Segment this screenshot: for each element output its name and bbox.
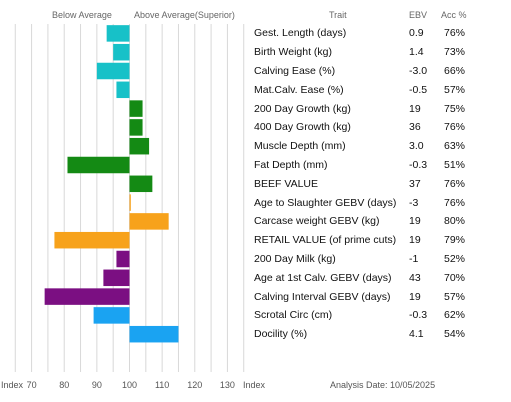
accuracy-value: 66% — [444, 65, 466, 77]
ebv-value: 0.9 — [409, 27, 424, 40]
trait-label: Age at 1st Calv. GEBV (days) — [254, 271, 392, 284]
trait-label: 200 Day Milk (kg) — [254, 253, 336, 265]
ebv-value: 19 — [409, 102, 421, 115]
accuracy-value: 80% — [444, 215, 466, 228]
trait-label: 200 Day Growth (kg) — [254, 102, 351, 115]
x-tick-label: 130 — [219, 380, 235, 390]
bar — [129, 137, 150, 155]
bar — [129, 119, 143, 136]
ebv-value: 36 — [409, 121, 421, 134]
x-tick-label: 120 — [187, 380, 203, 390]
ebv-value: -0.3 — [409, 159, 428, 171]
trait-label: Docility (%) — [254, 328, 308, 341]
x-tick-label: 70 — [26, 380, 37, 390]
accuracy-value: 76% — [444, 27, 466, 40]
bar-group — [44, 25, 179, 343]
accuracy-value: 79% — [444, 234, 466, 247]
trait-column-header: Trait — [329, 10, 347, 20]
trait-label: Carcase weight GEBV (kg) — [254, 215, 380, 228]
trait-label: Fat Depth (mm) — [254, 159, 328, 171]
x-axis-label-right: Index — [243, 380, 266, 390]
accuracy-value: 62% — [444, 309, 466, 322]
accuracy-value: 73% — [444, 46, 466, 59]
trait-label: BEEF VALUE — [254, 177, 318, 190]
accuracy-value: 75% — [444, 102, 466, 115]
ebv-value: 4.1 — [409, 328, 424, 341]
accuracy-value: 76% — [444, 196, 466, 209]
ebv-value: 1.4 — [409, 46, 424, 59]
bar — [96, 62, 130, 80]
bar — [129, 213, 169, 230]
x-tick-label: 90 — [91, 380, 102, 390]
trait-label: Gest. Length (days) — [254, 27, 347, 40]
trait-label: Scrotal Circ (cm) — [254, 309, 333, 322]
ebv-value: -1 — [409, 253, 419, 265]
accuracy-value: 57% — [444, 290, 466, 303]
above-average-label: Above Average(Superior) — [134, 10, 235, 20]
below-average-label: Below Average — [52, 10, 112, 20]
ebv-column-header: EBV — [409, 10, 428, 20]
bar — [129, 325, 179, 343]
bar — [116, 81, 130, 99]
bar — [129, 175, 153, 193]
accuracy-value: 76% — [444, 177, 466, 190]
x-tick-label: 110 — [154, 380, 170, 390]
accuracy-value: 51% — [444, 159, 466, 171]
ebv-value: 3.0 — [409, 140, 424, 153]
x-axis-label-left: Index — [1, 380, 24, 390]
bar — [106, 25, 130, 42]
accuracy-value: 57% — [444, 83, 466, 96]
accuracy-value: 54% — [444, 328, 466, 341]
trait-label: RETAIL VALUE (of prime cuts) — [254, 234, 397, 247]
accuracy-value: 63% — [444, 140, 466, 153]
x-tick-label: 100 — [121, 380, 138, 390]
ebv-value: 19 — [409, 234, 421, 247]
ebv-value: -0.3 — [409, 309, 428, 322]
trait-label: Birth Weight (kg) — [254, 46, 332, 59]
bar — [44, 288, 130, 305]
accuracy-value: 70% — [444, 271, 466, 284]
analysis-date: Analysis Date: 10/05/2025 — [330, 380, 436, 390]
bar — [129, 100, 143, 117]
accuracy-value: 76% — [444, 121, 466, 134]
bar — [116, 250, 130, 268]
ebv-value: -0.5 — [409, 83, 428, 96]
x-tick-label: 80 — [59, 380, 70, 390]
acc-column-header: Acc % — [441, 10, 467, 20]
trait-label: Muscle Depth (mm) — [254, 140, 346, 153]
bar — [54, 231, 130, 249]
bar — [103, 269, 130, 287]
grid-lines — [14, 24, 245, 372]
bar — [129, 194, 131, 211]
ebv-value: 43 — [409, 271, 421, 284]
trait-label: Calving Interval GEBV (days) — [254, 290, 391, 303]
ebv-value: 19 — [409, 290, 421, 303]
ebv-value: -3.0 — [409, 65, 428, 77]
accuracy-value: 52% — [444, 253, 466, 265]
trait-label: Mat.Calv. Ease (%) — [254, 83, 344, 96]
trait-label: Calving Ease (%) — [254, 65, 336, 77]
ebv-value: 19 — [409, 215, 421, 228]
bar — [67, 156, 130, 174]
ebv-value: -3 — [409, 196, 419, 209]
ebv-value: 37 — [409, 177, 421, 190]
bar — [113, 43, 130, 61]
bar — [93, 307, 130, 324]
trait-label: 400 Day Growth (kg) — [254, 121, 351, 134]
trait-label: Age to Slaughter GEBV (days) — [254, 196, 397, 209]
